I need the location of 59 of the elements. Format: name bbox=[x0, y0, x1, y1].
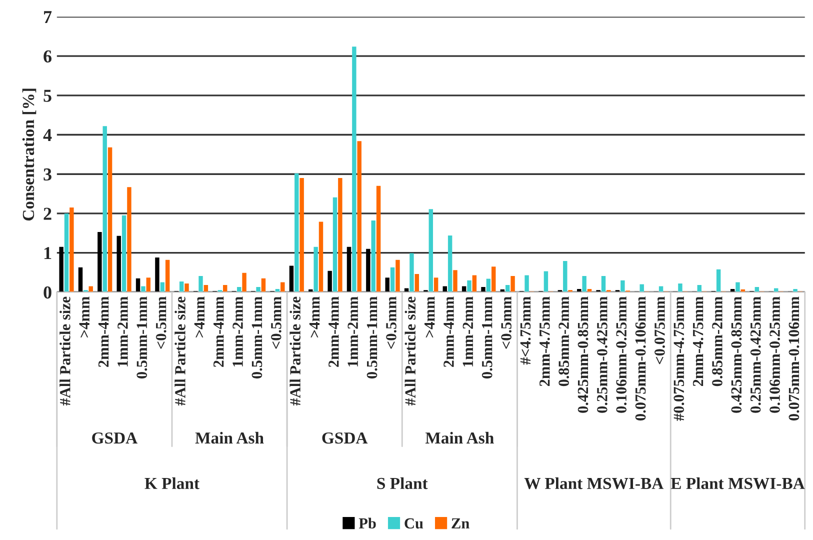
y-axis-title: Consentration [%] bbox=[22, 88, 36, 221]
x-tick-label: <0.5mm bbox=[501, 296, 512, 349]
legend-label: Pb bbox=[358, 518, 376, 529]
y-tick-label: 0 bbox=[44, 286, 52, 299]
x-tick-label: #All Particle size bbox=[404, 296, 416, 406]
legend-label: Cu bbox=[404, 518, 424, 529]
x-tick-label: 0.5mm-1mm bbox=[136, 296, 148, 378]
y-tick-label: 1 bbox=[44, 247, 52, 260]
text: GSDA bbox=[92, 432, 138, 444]
x-tick-label: 0.25mm-0.425mm bbox=[597, 296, 608, 413]
x-tick-label: 0.075mm-0.106mm bbox=[788, 296, 800, 420]
y-tick-label: 7 bbox=[44, 11, 52, 24]
x-tick-label: #All Particle size bbox=[60, 296, 70, 406]
text: W Plant MSWI-BA bbox=[524, 477, 664, 490]
x-tick-label: 0.25mm-0.425mm bbox=[750, 296, 761, 413]
x-tick-label: #<4.75mm bbox=[520, 296, 531, 365]
x-tick-label: 1mm-2mm bbox=[462, 296, 473, 366]
y-tick-label: 3 bbox=[44, 168, 52, 181]
x-tick-label: 1mm-2mm bbox=[348, 296, 358, 366]
x-tick-label: 0.106mm-0.25mm bbox=[770, 296, 780, 413]
x-tick-label: >4mm bbox=[424, 296, 435, 338]
x-tick-label: #All Particle size bbox=[290, 296, 300, 406]
x-tick-label: 0.106mm-0.25mm bbox=[616, 296, 627, 413]
x-tick-label: 1mm-2mm bbox=[118, 296, 128, 366]
x-tick-label: <0.075mm bbox=[654, 296, 665, 364]
x-tick-label: <0.5mm bbox=[156, 296, 166, 349]
y-tick-label: 4 bbox=[43, 129, 52, 142]
legend-label: Zn bbox=[452, 518, 470, 528]
text: S Plant bbox=[377, 477, 428, 490]
text: Main Ash bbox=[195, 432, 264, 444]
x-tick-label: 0.425mm-0.85mm bbox=[731, 296, 742, 413]
x-tick-label: 2mm-4mm bbox=[98, 296, 109, 367]
y-tick-label: 2 bbox=[44, 208, 52, 220]
text: Main Ash bbox=[425, 432, 494, 444]
x-tick-label: 0.425mm-0.85mm bbox=[578, 296, 588, 413]
x-tick-label: <0.5mm bbox=[386, 296, 396, 349]
y-tick-label: 5 bbox=[44, 90, 52, 102]
x-tick-label: 0.85mm-2mm bbox=[712, 296, 722, 386]
x-tick-label: 0.5mm-1mm bbox=[252, 296, 262, 378]
x-tick-label: 2mm-4mm bbox=[328, 296, 339, 367]
x-tick-label: >4mm bbox=[79, 296, 90, 338]
x-tick-label: 0.85mm-2mm bbox=[558, 296, 570, 386]
y-tick-label: 6 bbox=[44, 50, 52, 63]
x-tick-label: >4mm bbox=[194, 296, 204, 338]
x-tick-label: 2mm-4.75mm bbox=[540, 296, 550, 386]
x-tick-label: #All Particle size bbox=[174, 296, 186, 406]
text: E Plant MSWI-BA bbox=[670, 477, 805, 490]
x-tick-label: 0.5mm-1mm bbox=[366, 296, 378, 378]
x-tick-label: #0.075mm-4.75mm bbox=[674, 296, 684, 421]
x-tick-label: 2mm-4mm bbox=[444, 296, 454, 367]
x-tick-label: 2mm-4.75mm bbox=[692, 296, 704, 386]
x-tick-label: <0.5mm bbox=[270, 296, 282, 349]
x-tick-label: >4mm bbox=[309, 296, 320, 338]
text: K Plant bbox=[144, 477, 200, 490]
text: GSDA bbox=[322, 432, 368, 444]
x-tick-label: 1mm-2mm bbox=[232, 296, 243, 366]
x-tick-label: 2mm-4mm bbox=[213, 296, 224, 367]
x-tick-label: 0.075mm-0.106mm bbox=[635, 296, 646, 420]
x-tick-label: 0.5mm-1mm bbox=[482, 296, 492, 378]
